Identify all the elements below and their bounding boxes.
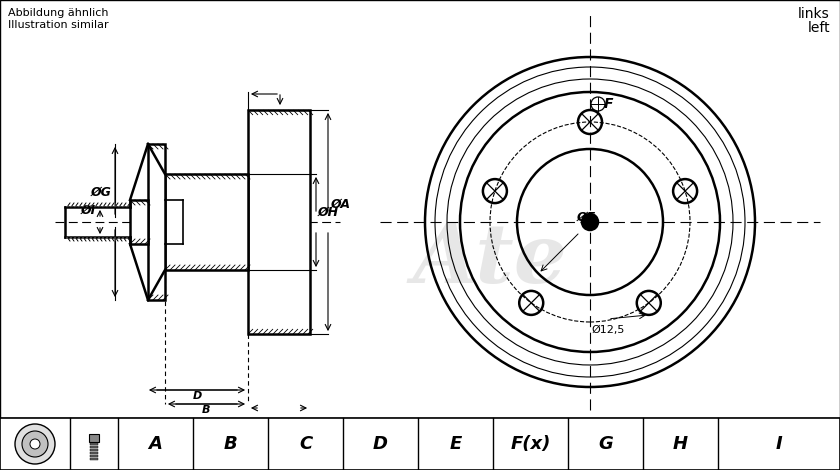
Text: H: H (673, 435, 688, 453)
Bar (89, 434, 99, 442)
Text: ØI: ØI (81, 204, 96, 217)
Bar (90, 452, 98, 454)
Text: Ø12,5: Ø12,5 (591, 325, 625, 335)
Circle shape (22, 431, 48, 457)
Text: left: left (807, 21, 830, 35)
Bar (90, 446, 98, 448)
Text: D: D (373, 435, 388, 453)
Text: Ate: Ate (412, 220, 567, 300)
Bar (148, 144, 165, 300)
Text: links: links (798, 7, 830, 21)
Bar (90, 458, 98, 460)
Circle shape (582, 214, 598, 230)
Bar (0, 418, 840, 470)
Bar (90, 455, 98, 457)
Text: D: D (192, 391, 202, 401)
Circle shape (30, 439, 40, 449)
Circle shape (15, 424, 55, 464)
Bar (130, 200, 148, 244)
Bar (90, 443, 98, 445)
Text: Abbildung ähnlich: Abbildung ähnlich (8, 8, 108, 18)
Text: G: G (598, 435, 613, 453)
Text: I: I (775, 435, 782, 453)
Text: C: C (299, 435, 312, 453)
Text: F: F (604, 97, 613, 111)
Text: ØE: ØE (576, 211, 596, 224)
Text: E: E (449, 435, 462, 453)
Text: ØH: ØH (318, 205, 339, 219)
Text: F(x): F(x) (511, 435, 551, 453)
Bar (248, 110, 310, 334)
Text: C (MTH): C (MTH) (264, 418, 314, 428)
Text: ØA: ØA (331, 197, 351, 211)
Bar (165, 174, 248, 270)
Text: Illustration similar: Illustration similar (8, 20, 108, 30)
Bar (90, 449, 98, 451)
Text: ØG: ØG (90, 186, 111, 198)
Bar (0, 0, 840, 418)
Text: B: B (202, 405, 211, 415)
Text: B: B (223, 435, 238, 453)
Text: A: A (149, 435, 162, 453)
